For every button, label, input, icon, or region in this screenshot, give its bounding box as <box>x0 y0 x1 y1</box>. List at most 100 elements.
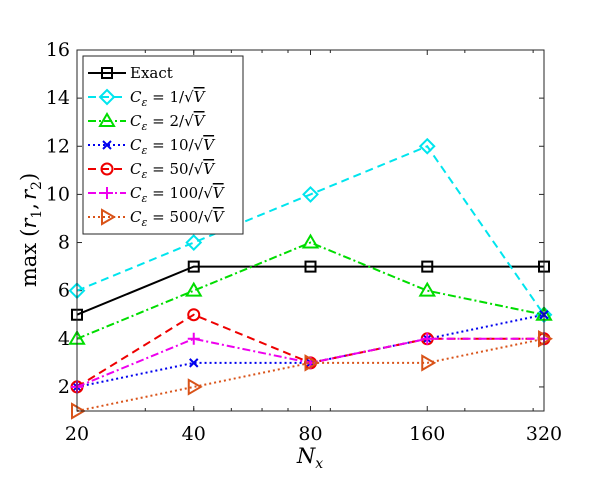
y-axis-label-rpar: ) <box>17 173 41 181</box>
legend-sqrt-6: √ <box>203 208 213 226</box>
series-6-point-1 <box>187 378 203 396</box>
y-axis-label-sub2: 2 <box>29 181 45 190</box>
legend-marker-2 <box>98 112 116 127</box>
legend-entry-4: Cε = 50/√V <box>88 160 216 181</box>
legend-slash-1: / <box>179 88 185 106</box>
y-axis-label-r2: r <box>17 188 41 200</box>
y-tick-label-3: 8 <box>58 232 70 254</box>
x-tick-label-1: 40 <box>182 423 206 445</box>
legend-entry-5: Cε = 100/√V <box>88 184 226 205</box>
legend-v-1: V <box>194 88 207 106</box>
legend-slash-6: / <box>198 208 204 226</box>
legend-sqrt-4: √ <box>194 160 204 178</box>
series-1-point-3 <box>418 137 436 155</box>
y-tick-label-2: 6 <box>58 280 70 302</box>
legend-v-2: V <box>194 112 207 130</box>
x-tick-label-0: 20 <box>65 423 89 445</box>
legend-eq-3: = <box>147 136 169 154</box>
series-2-point-1 <box>185 281 203 297</box>
legend-slash-4: / <box>189 160 195 178</box>
legend-sqrt-3: √ <box>194 136 204 154</box>
series-0-point-2 <box>304 260 317 273</box>
y-tick-label-6: 14 <box>46 87 70 109</box>
legend-num-6: 500 <box>170 208 199 226</box>
x-tick-label-4: 320 <box>526 423 562 445</box>
y-axis-label-prefix: max <box>17 243 41 287</box>
legend-label-2: Cε = 2/√V <box>130 112 207 133</box>
series-line-2 <box>76 241 545 340</box>
series-0-point-1 <box>187 260 200 273</box>
series-4-point-1 <box>187 308 201 322</box>
legend-entry-1: Cε = 1/√V <box>88 88 207 109</box>
series-5-point-3 <box>421 332 434 345</box>
legend-label-5: Cε = 100/√V <box>130 184 226 205</box>
x-axis-label: Nx <box>296 444 323 472</box>
x-axis-label-sub: x <box>315 456 323 472</box>
legend-v-5: V <box>213 184 226 202</box>
legend-marker-6 <box>101 208 116 226</box>
legend-num-1: 1 <box>170 88 180 106</box>
legend-marker-1 <box>98 88 116 106</box>
legend-eps-4: ε <box>141 168 147 181</box>
legend-sqrt-2: √ <box>184 112 194 130</box>
y-axis-label-sub1: 1 <box>29 210 45 219</box>
legend-label-6: Cε = 500/√V <box>130 208 226 229</box>
legend-eq-5: = <box>147 184 169 202</box>
series-0 <box>71 260 550 321</box>
legend-eq-2: = <box>147 112 169 130</box>
legend-eps-2: ε <box>141 120 147 133</box>
legend-v-4: V <box>203 160 216 178</box>
legend-c-4: C <box>130 160 142 178</box>
series-6-point-4 <box>538 330 553 348</box>
legend-sqrt-1: √ <box>184 88 194 106</box>
y-tick-label-5: 12 <box>46 135 70 157</box>
legend-slash-3: / <box>189 136 195 154</box>
series-1-point-1 <box>185 234 203 251</box>
legend-label-3: Cε = 10/√V <box>130 136 216 157</box>
series-2-point-2 <box>301 233 320 249</box>
legend-sqrt-5: √ <box>203 184 213 202</box>
series-line-1 <box>76 145 545 316</box>
x-axis-label-base: N <box>296 444 316 468</box>
legend-c-6: C <box>130 208 142 226</box>
legend-entry-2: Cε = 2/√V <box>88 112 207 133</box>
legend-num-3: 10 <box>170 136 189 154</box>
series-1-point-2 <box>302 185 319 203</box>
legend-marker-5 <box>101 187 113 199</box>
series-3-point-1 <box>189 358 199 368</box>
series-6-point-0 <box>71 402 86 420</box>
y-tick-label-1: 4 <box>58 328 70 350</box>
series-line-0 <box>76 265 544 316</box>
y-axis-label-r1: r <box>17 217 41 229</box>
series-6-point-2 <box>304 354 320 372</box>
y-axis-label-comma: , <box>17 203 41 210</box>
legend-eps-1: ε <box>141 96 147 109</box>
legend-entry-6: Cε = 500/√V <box>88 208 226 229</box>
legend-label-0: Exact <box>130 64 173 82</box>
series-2-point-3 <box>418 281 436 297</box>
legend-num-4: 50 <box>170 160 189 178</box>
legend-slash-5: / <box>198 184 204 202</box>
legend-v-6: V <box>213 208 226 226</box>
legend-eq-6: = <box>147 208 169 226</box>
y-tick-label-7: 16 <box>46 39 70 61</box>
legend-num-2: 2 <box>170 112 180 130</box>
series-2 <box>68 233 553 345</box>
legend-eps-5: ε <box>141 192 147 205</box>
legend-c-5: C <box>130 184 142 202</box>
x-tick-label-3: 160 <box>409 423 445 445</box>
legend-marker-3 <box>102 140 112 150</box>
series-0-point-3 <box>421 260 434 273</box>
series-5-point-1 <box>187 332 200 345</box>
legend-label-4: Cε = 50/√V <box>130 160 216 181</box>
y-tick-label-4: 10 <box>46 183 70 205</box>
legend-label-1: Cε = 1/√V <box>130 88 207 109</box>
y-axis-label-lpar: ( <box>17 229 41 237</box>
legend-eq-4: = <box>147 160 169 178</box>
legend-num-5: 100 <box>170 184 199 202</box>
legend-slash-2: / <box>179 112 185 130</box>
legend-c-1: C <box>130 88 142 106</box>
series-6-point-3 <box>421 354 437 372</box>
